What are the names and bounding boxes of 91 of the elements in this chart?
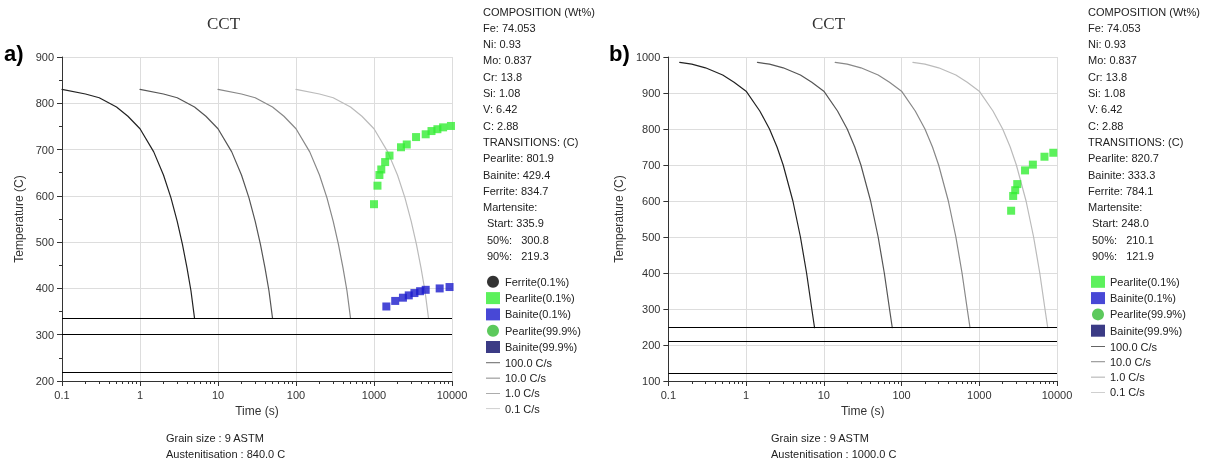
text: Fe: 74.053: [1088, 21, 1141, 34]
text: Bainite: 429.4: [483, 168, 551, 181]
y-tick-label: 700: [35, 143, 54, 156]
legend-label: Bainite(0.1%): [1110, 292, 1177, 305]
y-tick-label: 100: [642, 375, 661, 387]
legend-label: 100.0 C/s: [505, 356, 553, 369]
text: 90%: 121.9: [1092, 250, 1154, 262]
legend-label: Pearlite(0.1%): [1110, 275, 1180, 288]
text: V: 6.42: [483, 103, 518, 116]
text: Martensite:: [483, 201, 538, 214]
legend-label: Bainite(99.9%): [505, 341, 578, 353]
legend-label: 1.0 C/s: [505, 387, 541, 400]
text: 50%: 300.8: [487, 233, 549, 246]
x-tick-label: 10000: [436, 388, 468, 401]
text: 90%: 219.3: [487, 250, 549, 262]
text: Mo: 0.837: [1088, 54, 1137, 67]
text: TRANSITIONS: (C): [483, 135, 579, 148]
legend-label: 10.0 C/s: [505, 372, 547, 385]
text: Martensite:: [1088, 201, 1143, 214]
text: Grain size : 9 ASTM: [166, 431, 264, 444]
y-tick-label: 300: [35, 328, 54, 341]
legend-label: Ferrite(0.1%): [505, 275, 570, 288]
text: Ni: 0.93: [1088, 38, 1126, 51]
y-tick-label: 300: [642, 303, 661, 315]
x-tick-label: 1000: [361, 388, 387, 401]
x-tick-label: 100: [286, 388, 306, 401]
x-tick-label: 1: [136, 388, 144, 401]
y-tick-label: 700: [642, 159, 661, 171]
y-tick-label: 500: [35, 236, 54, 249]
legend-label: 1.0 C/s: [1110, 371, 1146, 384]
text: Grain size : 9 ASTM: [771, 431, 869, 444]
y-axis-title: Temperature (C): [11, 175, 26, 263]
x-tick-label: 1: [743, 388, 750, 401]
chart-title: CCT: [812, 14, 846, 33]
legend-label: 100.0 C/s: [1110, 340, 1158, 353]
text: Austenitisation : 1000.0 C: [771, 447, 897, 460]
y-tick-label: 200: [35, 375, 54, 387]
x-tick-label: 10: [817, 388, 830, 401]
y-axis-title: Temperature (C): [612, 175, 626, 263]
text: Ferrite: 784.1: [1088, 184, 1154, 197]
y-tick-label: 400: [35, 282, 54, 295]
text: COMPOSITION (Wt%): [1088, 5, 1200, 18]
y-tick-label: 400: [642, 267, 661, 279]
text: b): [609, 40, 630, 66]
text: COMPOSITION (Wt%): [483, 5, 595, 18]
legend-label: 0.1 C/s: [1110, 386, 1146, 399]
legend-label: 10.0 C/s: [1110, 355, 1152, 368]
text: Ferrite: 834.7: [483, 184, 549, 197]
text: Bainite: 333.3: [1088, 168, 1156, 181]
text: 50%: 210.1: [1092, 233, 1154, 246]
text: Pearlite: 820.7: [1088, 152, 1159, 165]
legend-label: Pearlite(99.9%): [505, 324, 581, 337]
legend-label: Bainite(99.9%): [1110, 324, 1183, 337]
text: Si: 1.08: [483, 87, 521, 99]
text: Ni: 0.93: [483, 38, 521, 51]
y-tick-label: 1000: [635, 51, 661, 63]
y-tick-label: 600: [642, 195, 661, 207]
y-tick-label: 900: [642, 87, 661, 99]
legend-label: 0.1 C/s: [505, 402, 541, 415]
text: a): [4, 40, 24, 66]
text: Start: 335.9: [487, 217, 544, 230]
text: Fe: 74.053: [483, 21, 536, 34]
x-tick-label: 0.1: [660, 388, 677, 401]
x-axis-title: Time (s): [840, 404, 885, 418]
text: Start: 248.0: [1092, 217, 1149, 230]
text: Cr: 13.8: [1088, 70, 1128, 83]
text: V: 6.42: [1088, 103, 1123, 116]
legend-label: Bainite(0.1%): [505, 308, 572, 321]
y-tick-label: 800: [35, 97, 54, 110]
legend-label: Pearlite(99.9%): [1110, 308, 1186, 321]
text: Mo: 0.837: [483, 54, 532, 67]
x-axis-title: Time (s): [235, 404, 279, 418]
text: Cr: 13.8: [483, 70, 523, 83]
text: Si: 1.08: [1088, 87, 1126, 99]
text: TRANSITIONS: (C): [1088, 135, 1184, 148]
legend-label: Pearlite(0.1%): [505, 292, 575, 305]
x-tick-label: 0.1: [54, 388, 70, 401]
x-tick-label: 1000: [967, 388, 992, 401]
y-tick-label: 500: [642, 231, 661, 243]
y-tick-label: 200: [642, 339, 661, 351]
text: C: 2.88: [1088, 119, 1124, 132]
x-tick-label: 10: [211, 388, 225, 401]
y-tick-label: 600: [35, 189, 54, 202]
x-tick-label: 10000: [1041, 388, 1073, 401]
chart-title: CCT: [207, 14, 241, 33]
text: Pearlite: 801.9: [483, 152, 554, 165]
text: Austenitisation : 840.0 C: [166, 447, 286, 460]
y-tick-label: 900: [35, 51, 54, 63]
y-tick-label: 800: [642, 123, 661, 135]
text: C: 2.88: [483, 119, 519, 132]
x-tick-label: 100: [892, 388, 911, 401]
